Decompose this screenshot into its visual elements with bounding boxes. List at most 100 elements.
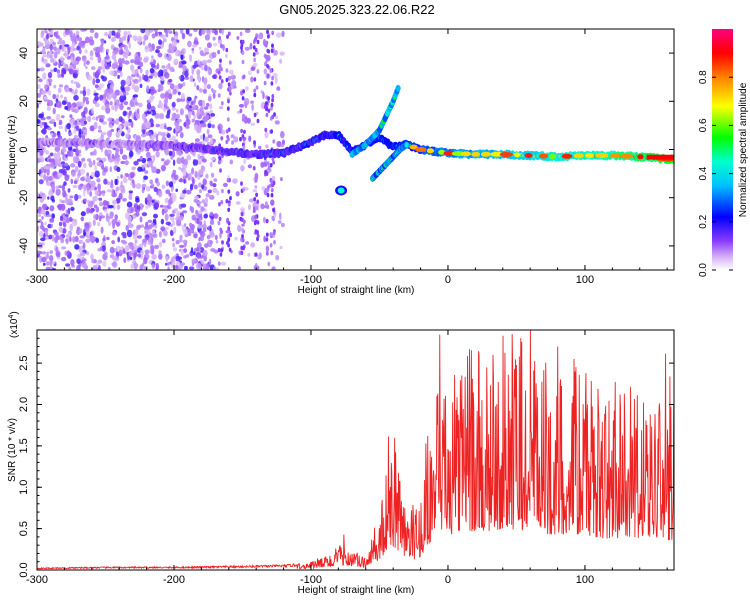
noise-speck bbox=[265, 245, 270, 253]
noise-speck bbox=[165, 64, 170, 70]
noise-speck bbox=[203, 213, 208, 219]
noise-speck bbox=[98, 125, 102, 130]
noise-speck bbox=[254, 219, 258, 224]
noise-speck bbox=[150, 109, 157, 116]
noise-speck bbox=[72, 71, 79, 79]
noise-speck bbox=[150, 88, 155, 96]
noise-speck bbox=[72, 236, 76, 243]
noise-speck bbox=[280, 177, 283, 182]
noise-speck bbox=[253, 77, 257, 82]
noise-speck bbox=[201, 158, 207, 163]
noise-speck bbox=[158, 241, 163, 248]
noise-speck bbox=[240, 128, 244, 134]
noise-speck bbox=[186, 189, 192, 195]
noise-speck bbox=[58, 84, 64, 88]
noise-speck bbox=[169, 83, 175, 90]
noise-speck bbox=[148, 97, 154, 103]
noise-speck bbox=[43, 84, 48, 90]
trace-hotspot bbox=[426, 148, 434, 154]
noise-speck bbox=[119, 147, 124, 155]
trace-hotspot bbox=[585, 153, 594, 158]
noise-speck bbox=[148, 75, 153, 79]
noise-speck bbox=[203, 83, 208, 90]
noise-speck bbox=[44, 221, 47, 226]
noise-speck bbox=[219, 252, 223, 257]
noise-speck bbox=[128, 251, 133, 257]
noise-speck bbox=[229, 159, 234, 165]
noise-speck bbox=[164, 213, 169, 221]
noise-speck bbox=[46, 251, 49, 255]
noise-speck bbox=[242, 74, 246, 79]
noise-speck bbox=[276, 86, 281, 91]
noise-speck bbox=[248, 135, 252, 142]
noise-speck bbox=[241, 96, 245, 101]
noise-speck bbox=[80, 176, 85, 182]
noise-speck bbox=[160, 218, 165, 225]
noise-speck bbox=[49, 152, 54, 157]
noise-speck bbox=[267, 34, 270, 39]
noise-speck bbox=[50, 57, 54, 63]
noise-speck bbox=[40, 221, 44, 227]
noise-speck bbox=[124, 160, 129, 166]
noise-speck bbox=[145, 221, 149, 227]
noise-speck bbox=[242, 113, 245, 119]
noise-speck bbox=[37, 250, 40, 254]
spectrogram-x-tick-label: -100 bbox=[300, 274, 322, 286]
noise-speck bbox=[266, 29, 269, 35]
noise-speck bbox=[86, 88, 91, 96]
noise-speck bbox=[103, 178, 108, 185]
noise-speck bbox=[70, 56, 74, 63]
noise-speck bbox=[123, 95, 127, 101]
noise-speck bbox=[102, 98, 106, 104]
noise-speck bbox=[266, 185, 270, 190]
noise-speck bbox=[202, 249, 208, 257]
noise-speck bbox=[256, 229, 259, 235]
noise-speck bbox=[225, 77, 229, 83]
noise-speck bbox=[176, 157, 182, 165]
noise-speck bbox=[191, 258, 197, 263]
noise-speck bbox=[218, 82, 223, 90]
noise-speck bbox=[280, 130, 285, 139]
noise-speck bbox=[198, 88, 203, 93]
noise-speck bbox=[94, 170, 100, 178]
noise-speck bbox=[86, 251, 89, 256]
noise-speck bbox=[133, 111, 137, 117]
noise-speck bbox=[178, 239, 183, 243]
noise-speck bbox=[175, 131, 179, 137]
noise-speck bbox=[226, 240, 229, 246]
noise-speck bbox=[39, 67, 45, 72]
noise-speck bbox=[172, 169, 177, 175]
noise-speck bbox=[180, 203, 187, 208]
noise-speck bbox=[254, 36, 258, 41]
noise-speck bbox=[273, 240, 276, 245]
noise-speck bbox=[263, 68, 268, 75]
noise-speck bbox=[101, 121, 107, 125]
noise-speck bbox=[183, 265, 188, 270]
noise-speck bbox=[252, 52, 256, 57]
noise-speck bbox=[56, 47, 61, 55]
spectrogram-y-axis-label: Frequency (Hz) bbox=[7, 116, 18, 185]
noise-speck bbox=[49, 54, 53, 59]
noise-speck bbox=[180, 98, 186, 102]
noise-speck bbox=[241, 223, 245, 227]
noise-speck bbox=[130, 64, 135, 72]
noise-speck bbox=[82, 242, 86, 249]
noise-speck bbox=[139, 67, 143, 74]
noise-speck bbox=[265, 232, 269, 237]
noise-speck bbox=[143, 257, 148, 265]
trace-hotspot bbox=[490, 151, 504, 157]
noise-speck bbox=[96, 157, 102, 161]
noise-speck bbox=[239, 108, 243, 114]
noise-speck bbox=[148, 42, 152, 48]
noise-speck bbox=[117, 236, 121, 243]
noise-speck bbox=[49, 250, 53, 254]
noise-speck bbox=[72, 32, 76, 40]
noise-speck bbox=[115, 31, 121, 39]
noise-speck bbox=[53, 67, 58, 73]
noise-speck bbox=[185, 254, 190, 258]
noise-speck bbox=[166, 29, 172, 33]
noise-speck bbox=[52, 107, 56, 115]
noise-speck bbox=[49, 69, 55, 73]
noise-speck bbox=[193, 97, 197, 104]
noise-speck bbox=[66, 123, 71, 130]
